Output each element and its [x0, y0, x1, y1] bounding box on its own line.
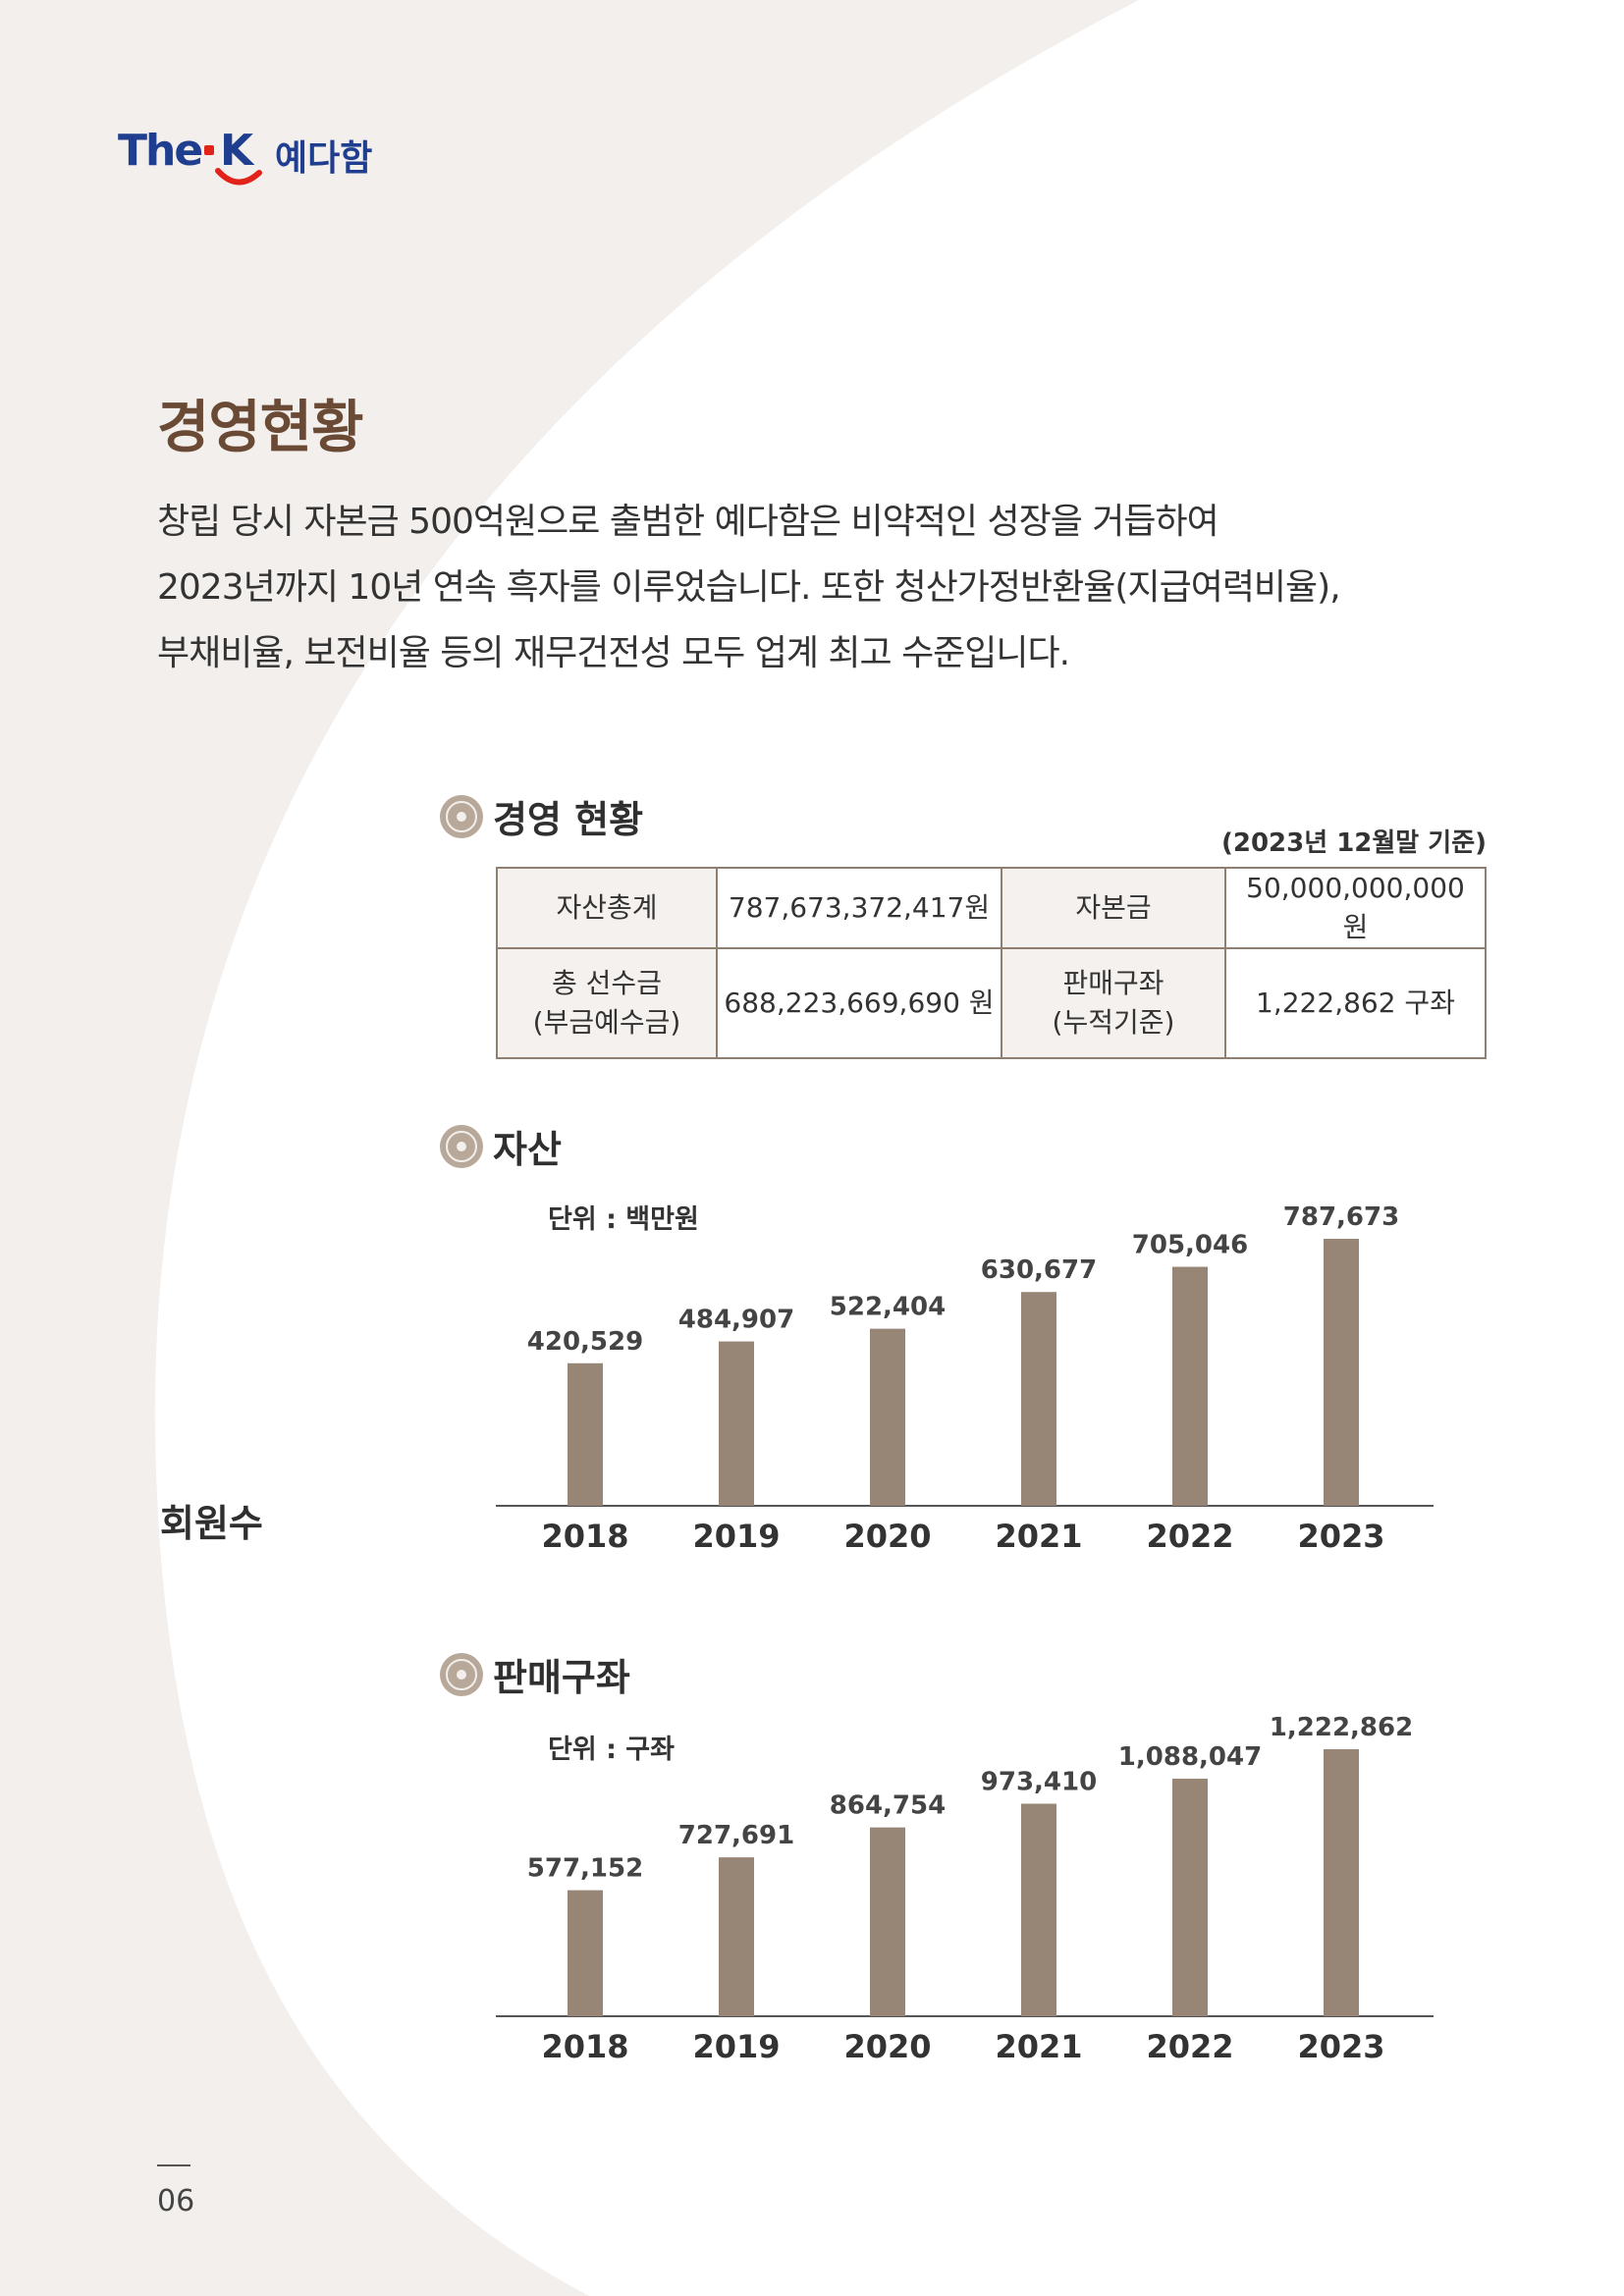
logo-dot: [204, 145, 214, 155]
table-cell: 1,222,862 구좌: [1224, 947, 1487, 1059]
table-cell: 787,673,372,417원: [716, 867, 1002, 949]
logo-text: The: [118, 126, 203, 176]
data-label: 420,529: [527, 1327, 643, 1357]
table-cell: 50,000,000,000 원: [1224, 867, 1487, 949]
bar: [1172, 1266, 1208, 1506]
status-table: 자산총계 787,673,372,417원 자본금 50,000,000,000…: [496, 867, 1487, 1059]
logo-k: K: [220, 126, 254, 176]
bar: [1324, 1239, 1359, 1506]
page-number: 06: [157, 2184, 195, 2218]
intro-line: 창립 당시 자본금 500억원으로 출범한 예다함은 비약적인 성장을 거듭하여: [157, 502, 1219, 542]
table-cell: 688,223,669,690 원: [716, 947, 1002, 1059]
data-label: 705,046: [1132, 1231, 1248, 1260]
table-cell-header: 총 선수금 (부금예수금): [496, 947, 718, 1059]
coin-icon: [440, 1653, 483, 1696]
x-tick-label: 2018: [541, 1518, 628, 1555]
data-label: 1,088,047: [1118, 1742, 1262, 1772]
intro-line: 부채비율, 보전비율 등의 재무건전성 모두 업계 최고 수준입니다.: [157, 633, 1070, 673]
sales-bar-chart: 577,152 2018 727,691 2019 864,754 2020 973,410…: [496, 1713, 1434, 2065]
unit-label: 단위 : 백만원: [548, 1204, 699, 1235]
x-tick-label: 2020: [843, 1518, 931, 1555]
x-tick-label: 2018: [541, 2028, 628, 2065]
intro-paragraph: 창립 당시 자본금 500억원으로 출범한 예다함은 비약적인 성장을 거듭하여…: [157, 489, 1434, 686]
assets-bar-chart: 420,529 2018 484,907 2019 522,404 2020 630,677…: [496, 1202, 1434, 1555]
bar: [1172, 1778, 1208, 2016]
coin-icon: [440, 795, 483, 838]
page-number-rule: [157, 2164, 190, 2166]
table-row: 총 선수금 (부금예수금) 688,223,669,690 원 판매구좌 (누적…: [496, 947, 1487, 1059]
table-cell-header: 자본금: [1001, 867, 1226, 949]
bar: [870, 1328, 905, 1506]
bar: [1021, 1292, 1056, 1506]
data-label: 484,907: [678, 1306, 794, 1335]
page-title: 경영현황: [157, 394, 363, 460]
coin-icon: [440, 1125, 483, 1168]
section-title-sales: 판매구좌: [493, 1656, 630, 1699]
bar: [870, 1827, 905, 2016]
bar: [719, 1857, 754, 2016]
x-tick-label: 2019: [692, 1518, 780, 1555]
smile-icon: [215, 168, 262, 186]
x-tick-label: 2021: [995, 1518, 1082, 1555]
x-tick-label: 2021: [995, 2028, 1082, 2065]
data-label: 1,222,862: [1270, 1713, 1413, 1742]
section-title-status: 경영 현황: [493, 798, 644, 841]
data-label: 787,673: [1283, 1202, 1399, 1232]
table-cell-header: 판매구좌 (누적기준): [1001, 947, 1226, 1059]
logo-name: 예다함: [275, 138, 373, 179]
x-tick-label: 2023: [1297, 1518, 1384, 1555]
data-label: 522,404: [830, 1293, 946, 1322]
intro-line: 2023년까지 10년 연속 흑자를 이루었습니다. 또한 청산가정반환율(지급…: [157, 567, 1341, 608]
section-title-assets: 자산: [493, 1128, 562, 1171]
x-tick-label: 2022: [1146, 2028, 1233, 2065]
x-tick-label: 2020: [843, 2028, 931, 2065]
data-label: 577,152: [527, 1854, 643, 1884]
bar: [719, 1341, 754, 1506]
x-tick-label: 2022: [1146, 1518, 1233, 1555]
bar: [1324, 1749, 1359, 2016]
data-label: 864,754: [830, 1791, 946, 1821]
data-label: 630,677: [981, 1255, 1097, 1285]
table-cell-header: 자산총계: [496, 867, 718, 949]
bar: [568, 1362, 603, 1506]
bar: [1021, 1803, 1056, 2016]
table-row: 자산총계 787,673,372,417원 자본금 50,000,000,000…: [496, 867, 1487, 949]
data-label: 973,410: [981, 1767, 1097, 1796]
bar: [568, 1890, 603, 2016]
x-tick-label: 2019: [692, 2028, 780, 2065]
side-label: 회원수: [160, 1502, 263, 1545]
x-tick-label: 2023: [1297, 2028, 1384, 2065]
data-label: 727,691: [678, 1821, 794, 1850]
basis-date: (2023년 12월말 기준): [1220, 828, 1487, 858]
unit-label: 단위 : 구좌: [548, 1735, 675, 1765]
